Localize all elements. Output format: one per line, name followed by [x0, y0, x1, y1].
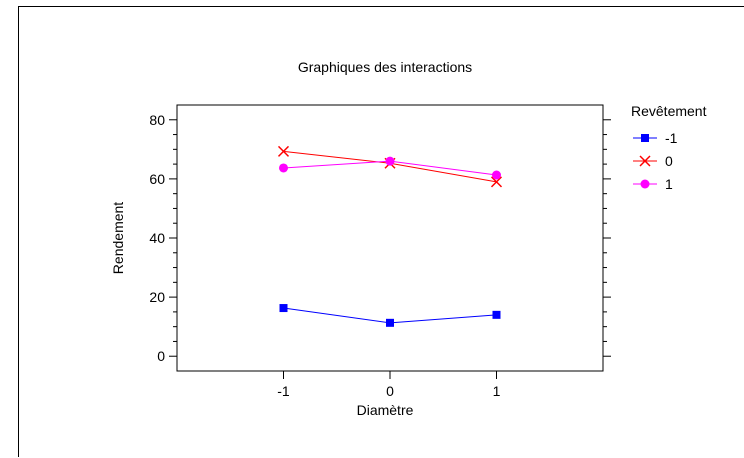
legend-label: 0 [665, 153, 673, 169]
data-point-x-stroke [639, 155, 651, 167]
x-tick-label: 1 [493, 383, 501, 399]
data-point-x-stroke [490, 176, 503, 188]
y-tick-label: 60 [149, 171, 165, 187]
data-point-circle [279, 163, 288, 173]
legend-label: 1 [665, 176, 673, 192]
y-tick-label: 40 [149, 230, 165, 246]
x-tick-label: -1 [277, 383, 290, 399]
data-point-x [639, 155, 651, 167]
legend-title: Revêtement [631, 103, 707, 119]
chart-title: Graphiques des interactions [298, 59, 472, 75]
legend-entry: -1 [633, 130, 678, 146]
series--1 [279, 304, 501, 327]
data-point-square [492, 310, 501, 319]
x-axis-label: Diamètre [357, 402, 414, 418]
data-point-square [641, 134, 649, 142]
series-layer [277, 145, 503, 327]
y-tick-label: 20 [149, 289, 165, 305]
data-point-circle [640, 179, 650, 189]
data-point-x [490, 176, 503, 188]
y-axis-label: Rendement [110, 202, 126, 274]
legend-entry: 0 [633, 153, 673, 169]
data-point-x-stroke [277, 145, 290, 157]
x-axis: -1 0 1 [277, 371, 501, 399]
x-tick-label: 0 [386, 383, 394, 399]
legend-label: -1 [665, 130, 678, 146]
legend: Revêtement -1 0 1 [631, 103, 707, 192]
series-1 [279, 156, 501, 180]
data-point-square [386, 318, 394, 327]
y-axis: 0 20 40 60 80 [149, 112, 611, 364]
chart-frame: Graphiques des interactions 0 20 40 60 80 -1… [18, 6, 744, 457]
y-tick-label: 0 [157, 348, 165, 364]
chart-svg: Graphiques des interactions 0 20 40 60 80 -1… [110, 59, 707, 418]
plot-area [176, 104, 604, 372]
data-point-x [277, 145, 290, 157]
legend-entry: 1 [633, 176, 673, 192]
y-tick-label: 80 [149, 112, 165, 128]
data-point-circle [492, 170, 501, 180]
data-point-square [279, 304, 288, 313]
series-line [283, 150, 497, 183]
data-point-circle [385, 156, 395, 166]
